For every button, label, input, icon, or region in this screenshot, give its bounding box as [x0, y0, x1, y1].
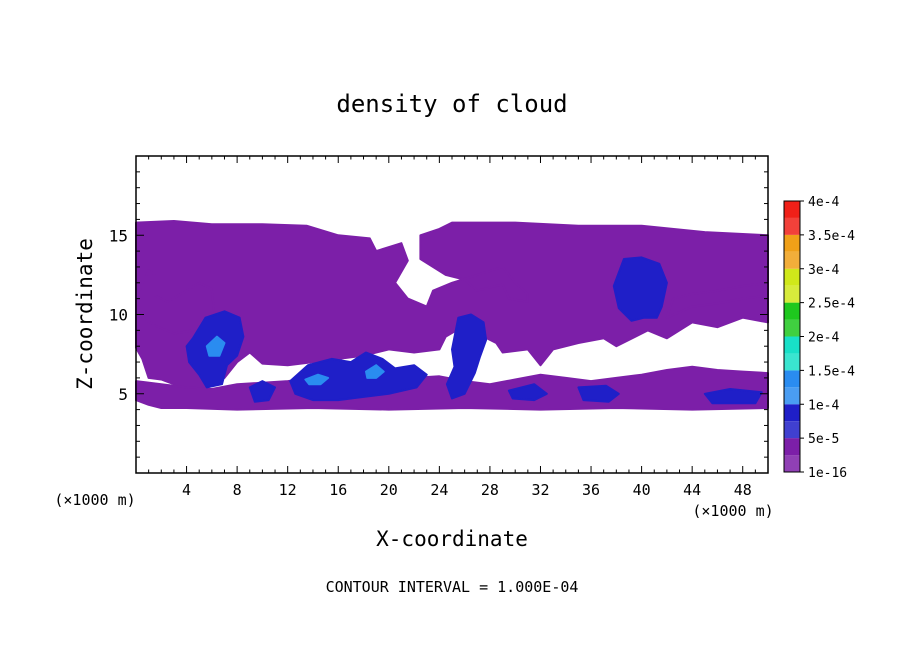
contour-region-level-1: [248, 380, 276, 403]
contour-region-level-1: [612, 256, 668, 322]
colorbar-swatch-half: [784, 217, 800, 235]
contour-region-level-0: [135, 269, 216, 335]
colorbar-label: 1e-16: [808, 466, 847, 481]
colorbar-label: 2e-4: [808, 331, 839, 346]
y-tick-label: 5: [118, 385, 128, 404]
colorbar-swatch-half: [784, 387, 800, 405]
x-axis: 4 8 12 16 20 24 28 32 36 40 44 48: [148, 156, 756, 499]
x-tick-label: 24: [430, 481, 448, 499]
x-tick-label: 32: [531, 481, 549, 499]
contour-field: [135, 220, 769, 411]
colorbar-label: 2.5e-4: [808, 297, 855, 312]
colorbar-swatch-half: [784, 421, 800, 439]
colorbar-swatch: [784, 336, 800, 354]
x-tick-label: 44: [683, 481, 701, 499]
contour-region-level-2: [205, 335, 226, 357]
y-tick-label: 10: [109, 306, 128, 325]
x-axis-label: X-coordinate: [376, 527, 528, 551]
z-unit-label: (×1000 m): [692, 502, 773, 520]
x-tick-label: 48: [734, 481, 752, 499]
colorbar-swatch: [784, 201, 800, 218]
x-tick-label: 36: [582, 481, 600, 499]
colorbar-label: 1e-4: [808, 398, 839, 413]
colorbar-label: 3e-4: [808, 263, 839, 278]
x-unit-label: (×1000 m): [54, 491, 135, 509]
colorbar-swatch: [784, 438, 800, 456]
x-tick-label: 4: [182, 481, 191, 499]
y-axis: 5 10 15: [109, 171, 768, 458]
contour-interval-note: CONTOUR INTERVAL = 1.000E-04: [326, 578, 579, 596]
y-tick-label: 15: [109, 226, 128, 245]
chart-title: density of cloud: [336, 90, 567, 118]
contour-region-level-0: [135, 220, 769, 395]
contour-region-level-1: [445, 313, 488, 400]
x-tick-label: 12: [279, 481, 297, 499]
contour-region-level-1: [703, 388, 763, 405]
x-tick-label: 8: [233, 481, 242, 499]
colorbar-swatch: [784, 234, 800, 252]
colorbar-swatch: [784, 404, 800, 422]
colorbar-swatch-half: [784, 285, 800, 303]
colorbar: 1e-16 5e-5 1e-4 1.5e-4 2e-4 2.5e-4 3e-4 3.5e-4 4…: [783, 195, 855, 481]
colorbar-label: 1.5e-4: [808, 364, 855, 379]
colorbar-swatch-half: [784, 319, 800, 337]
x-tick-label: 16: [329, 481, 347, 499]
y-axis-label: Z-coordinate: [73, 238, 97, 390]
colorbar-swatch-half: [784, 251, 800, 269]
colorbar-swatch: [784, 302, 800, 320]
colorbar-swatch-half: [784, 353, 800, 371]
colorbar-label: 3.5e-4: [808, 229, 855, 244]
x-tick-label: 28: [481, 481, 499, 499]
colorbar-swatch-half: [784, 455, 800, 472]
colorbar-swatch: [784, 370, 800, 388]
contour-region-level-1: [507, 383, 548, 402]
contour-region-level-1: [289, 351, 428, 402]
colorbar-label: 5e-5: [808, 432, 839, 447]
contour-region-level-1: [577, 384, 620, 403]
x-tick-label: 20: [380, 481, 398, 499]
x-tick-label: 40: [633, 481, 651, 499]
contour-region-level-2: [304, 373, 330, 386]
colorbar-swatch: [784, 268, 800, 286]
colorbar-label: 4e-4: [808, 195, 839, 210]
contour-region-level-2: [365, 364, 385, 379]
